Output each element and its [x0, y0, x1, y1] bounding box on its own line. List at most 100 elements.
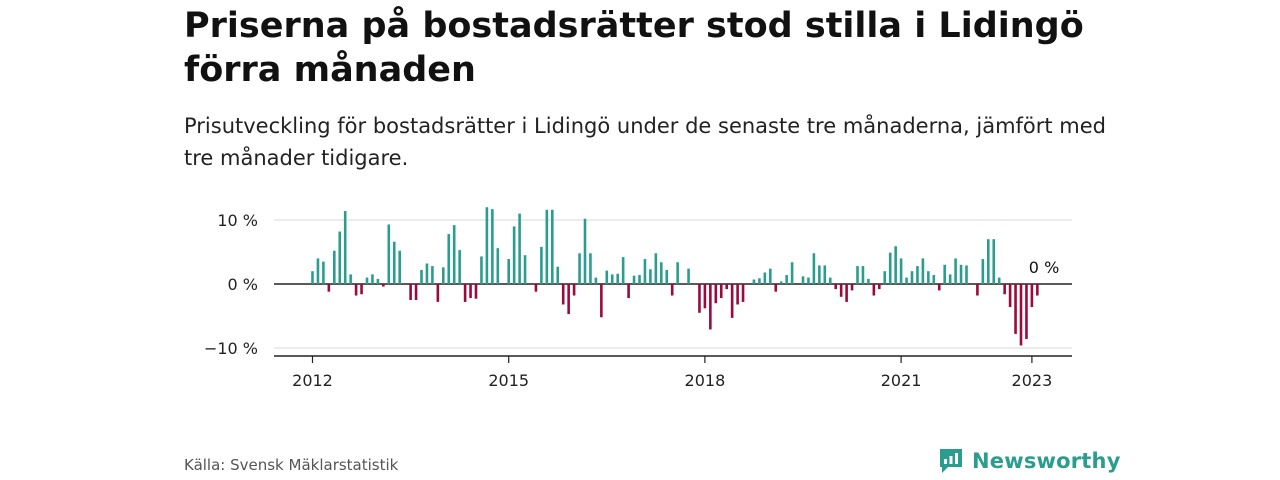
bar — [474, 284, 478, 299]
bar — [409, 284, 412, 300]
bar — [856, 266, 859, 284]
bar — [736, 284, 739, 305]
bar — [878, 284, 881, 290]
y-tick-label: 10 % — [217, 211, 258, 230]
bar — [763, 272, 767, 284]
bar — [567, 284, 570, 315]
bar — [556, 266, 560, 284]
bar — [948, 274, 952, 284]
bar — [861, 266, 865, 284]
bar — [867, 278, 870, 284]
bar — [758, 278, 761, 284]
bar — [981, 259, 985, 284]
bar — [1003, 284, 1006, 295]
bar — [382, 284, 385, 287]
newsworthy-icon — [940, 449, 962, 473]
bar — [616, 273, 619, 284]
bar — [899, 258, 903, 284]
bar — [709, 284, 712, 330]
bar — [322, 261, 325, 284]
bar — [436, 284, 440, 302]
chart-subtitle: Prisutveckling för bostadsrätter i Lidin… — [184, 114, 1107, 170]
bar — [512, 226, 516, 284]
bar — [442, 267, 445, 284]
bar — [491, 209, 494, 284]
bar — [447, 234, 451, 284]
bar — [458, 250, 461, 284]
bar — [1014, 284, 1017, 334]
bar — [943, 264, 946, 284]
bar — [725, 284, 728, 290]
bar — [774, 284, 778, 292]
bar — [540, 246, 543, 284]
bar — [1030, 284, 1034, 308]
bar — [894, 246, 897, 284]
bar — [343, 211, 347, 284]
y-axis-labels: 10 % 0 % −10 % — [204, 211, 258, 358]
bar — [850, 284, 854, 291]
bar — [670, 284, 674, 296]
bar — [638, 275, 641, 284]
bar — [1025, 284, 1028, 340]
bar — [371, 274, 374, 284]
bar — [916, 266, 919, 284]
bar — [354, 284, 358, 296]
bar — [578, 253, 581, 284]
x-axis: 2012 2015 2018 2021 2023 — [274, 355, 1072, 390]
x-tick-label: 2018 — [685, 371, 726, 390]
bar — [425, 263, 429, 284]
bar — [469, 284, 472, 299]
bar — [801, 276, 805, 284]
brand-logo: Newsworthy — [938, 447, 1121, 475]
bar — [823, 265, 827, 284]
bar — [987, 239, 990, 284]
bar — [790, 262, 794, 284]
bar — [779, 281, 783, 284]
bar — [698, 284, 701, 313]
bar — [654, 253, 658, 284]
bar — [414, 284, 418, 300]
bar — [927, 271, 930, 284]
bar — [997, 277, 1001, 284]
y-tick-label: 0 % — [228, 275, 258, 294]
bar — [338, 231, 342, 284]
bar — [311, 271, 314, 284]
bar — [785, 275, 788, 284]
bar — [959, 264, 963, 284]
bar — [910, 271, 914, 284]
bar — [812, 253, 816, 284]
bar — [932, 275, 936, 284]
bar — [376, 278, 380, 284]
bar — [551, 209, 554, 284]
bar — [480, 256, 483, 284]
bar — [921, 258, 925, 284]
bar — [905, 277, 908, 284]
bar — [818, 265, 821, 284]
bar — [605, 270, 609, 284]
bar — [1019, 284, 1023, 346]
bar — [392, 241, 396, 284]
bar — [349, 274, 352, 284]
bar — [572, 284, 576, 296]
bar — [954, 258, 957, 284]
bar — [976, 284, 979, 296]
bar — [523, 255, 527, 284]
bar — [649, 269, 652, 284]
bar — [316, 258, 320, 284]
last-value-label: 0 % — [1029, 258, 1059, 277]
bar — [594, 277, 598, 284]
bar — [845, 284, 848, 302]
bar — [632, 275, 636, 284]
bar — [643, 259, 647, 284]
bar — [398, 250, 401, 284]
bar — [834, 284, 837, 290]
bar — [660, 262, 663, 284]
bar — [507, 259, 510, 284]
bar — [387, 224, 391, 284]
chart-title: Priserna på bostadsrätter stod stilla i … — [184, 6, 1084, 90]
bar — [888, 252, 892, 284]
bar — [333, 250, 336, 284]
bar — [561, 284, 565, 305]
brand-name: Newsworthy — [972, 449, 1121, 473]
bar — [627, 284, 630, 299]
